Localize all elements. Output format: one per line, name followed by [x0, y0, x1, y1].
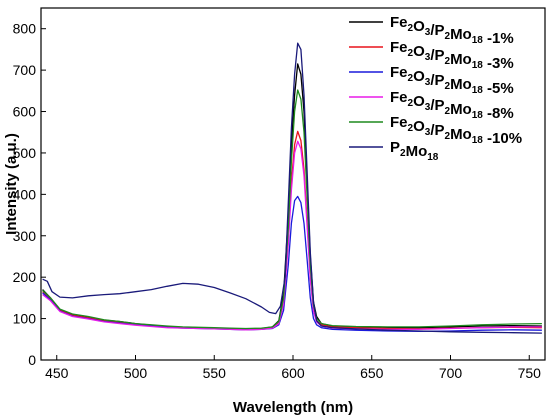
x-tick-label: 450	[45, 365, 69, 381]
y-tick-label: 300	[13, 228, 37, 244]
legend-label-3: Fe2O3/P2Mo18 -5%	[390, 64, 514, 97]
y-tick-label: 400	[13, 186, 37, 202]
legend-label-2: Fe2O3/P2Mo18 -3%	[390, 39, 514, 72]
y-tick-label: 200	[13, 269, 37, 285]
y-tick-label: 600	[13, 104, 37, 120]
x-tick-label: 600	[281, 365, 305, 381]
series-line-6	[42, 42, 542, 334]
ticks-layer: 450 500 550 600 650 700 750 0 100 200 300 400 500 600…	[13, 21, 542, 381]
y-tick-label: 100	[13, 311, 37, 327]
y-tick-label: 500	[13, 145, 37, 161]
x-tick-label: 700	[439, 365, 463, 381]
legend-label-6: P2Mo18	[390, 139, 439, 163]
series-layer	[42, 42, 542, 334]
x-tick-label: 550	[203, 365, 227, 381]
x-tick-label: 650	[360, 365, 384, 381]
legend: Fe2O3/P2Mo18 -1%Fe2O3/P2Mo18 -3%Fe2O3/P2…	[349, 14, 522, 163]
x-tick-label: 750	[518, 365, 542, 381]
series-line-3	[42, 195, 542, 333]
y-tick-label: 800	[13, 21, 37, 37]
series-line-2	[42, 130, 542, 331]
legend-label-5: Fe2O3/P2Mo18 -10%	[390, 114, 522, 147]
y-tick-label: 0	[28, 352, 36, 368]
legend-label-1: Fe2O3/P2Mo18 -1%	[390, 14, 514, 47]
y-axis-title: Intensity (a.u.)	[3, 133, 20, 235]
x-axis-title: Wavelength (nm)	[233, 399, 353, 416]
x-tick-label: 500	[124, 365, 148, 381]
y-tick-label: 700	[13, 62, 37, 78]
legend-label-4: Fe2O3/P2Mo18 -8%	[390, 89, 514, 122]
